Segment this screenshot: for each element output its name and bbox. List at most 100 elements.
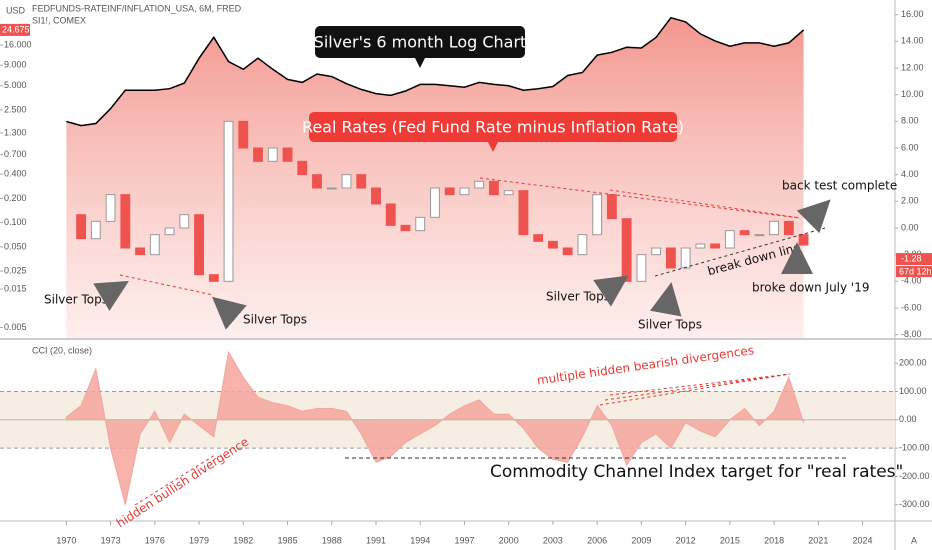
candle: [769, 220, 780, 236]
candle: [754, 234, 765, 237]
x-tick-label: 1979: [189, 535, 209, 545]
candle: [415, 216, 426, 232]
candle: [135, 247, 145, 256]
candle: [194, 214, 204, 276]
candle: [724, 230, 735, 249]
candle: [518, 190, 529, 236]
title: FEDFUNDS-RATEINF/INFLATION_USA, 6M, FRED: [32, 3, 242, 13]
candle: [489, 180, 499, 196]
y2-tick-label: 0.00: [901, 222, 919, 232]
candle: [548, 240, 558, 249]
last-value-badge: [896, 253, 932, 266]
candle: [297, 160, 308, 176]
y-tick-label: 5.000: [4, 80, 27, 90]
last-value-label: 24.675: [2, 24, 30, 34]
candle: [562, 247, 573, 256]
last-value-label: -1.28: [901, 253, 922, 263]
divergence-line: [599, 373, 791, 406]
y2-tick-label: 6.00: [901, 142, 919, 152]
candle: [783, 220, 794, 236]
y-tick-label: -100.00: [899, 442, 930, 452]
candle: [238, 120, 249, 149]
y-tick-label: 100.00: [899, 386, 927, 396]
candle: [341, 174, 352, 189]
subtitle: SI1!, COMEX: [32, 15, 86, 25]
annotation: Silver Tops: [638, 318, 702, 332]
candle: [533, 234, 544, 242]
callout-box: [309, 112, 677, 142]
callout-text: Silver's 6 month Log Chart: [314, 33, 527, 52]
candle: [90, 220, 101, 240]
candle: [503, 190, 514, 196]
x-tick-label: 2009: [631, 535, 651, 545]
y2-tick-label: 2.00: [901, 196, 919, 206]
drawings: [119, 177, 848, 506]
divergence-line: [604, 373, 791, 401]
x-tick-label: 2000: [499, 535, 519, 545]
annotation: broke down July '19: [752, 281, 870, 295]
trend-line: [609, 189, 801, 219]
y-tick-label: 9.000: [4, 60, 27, 70]
candle: [120, 194, 131, 249]
candle: [312, 174, 322, 189]
annotation: Silver Tops: [243, 313, 307, 327]
candle: [606, 194, 617, 220]
corner-label: A: [911, 535, 917, 545]
y-tick-label: 1.300: [4, 127, 27, 137]
callout-text: Real Rates (Fed Fund Rate minus Inflatio…: [302, 118, 684, 137]
last-value-badge: [0, 23, 30, 36]
x-tick-label: 2018: [764, 535, 784, 545]
countdown-badge: [896, 266, 932, 278]
x-tick-label: 1973: [101, 535, 121, 545]
candle: [76, 214, 87, 240]
arrow: [93, 280, 129, 311]
y2-tick-label: -8.00: [901, 329, 922, 339]
candle: [253, 147, 263, 162]
candle: [356, 174, 367, 189]
y-tick-label: -300.00: [899, 499, 930, 509]
x-tick-label: 2024: [853, 535, 873, 545]
y-tick-label: 0.200: [4, 193, 27, 203]
annotation: back test complete: [782, 179, 897, 193]
x-tick-label: 1985: [278, 535, 298, 545]
candle: [798, 234, 809, 246]
candle: [739, 230, 750, 236]
arrows: [93, 199, 831, 330]
arrow: [211, 296, 247, 330]
candle: [400, 224, 411, 232]
candle: [636, 254, 647, 282]
candle: [710, 243, 721, 249]
y2-tick-label: -6.00: [901, 302, 922, 312]
silver-line: [66, 16, 805, 127]
annotation: Silver Tops: [546, 290, 610, 304]
y2-tick-label: 14.00: [901, 36, 924, 46]
callout-pointer: [415, 58, 425, 68]
divergence-line: [609, 373, 791, 396]
arrow: [649, 282, 682, 317]
candle: [651, 247, 662, 256]
candle: [179, 214, 190, 229]
trend-line: [119, 274, 214, 296]
arrow: [796, 199, 831, 234]
y-tick-label: 200.00: [899, 358, 927, 368]
y-tick-label: 0.400: [4, 169, 27, 179]
annotation: Silver Tops: [44, 293, 108, 307]
candle: [326, 187, 337, 190]
y2-tick-label: 12.00: [901, 62, 924, 72]
candle: [474, 180, 485, 189]
candle: [577, 234, 588, 256]
y-tick-label: 16.000: [4, 39, 32, 49]
candle: [267, 147, 278, 162]
x-tick-label: 1988: [322, 535, 342, 545]
candle: [371, 187, 381, 205]
y2-tick-label: 16.00: [901, 9, 924, 19]
y2-tick-label: 10.00: [901, 89, 924, 99]
candle: [459, 187, 470, 196]
arrow: [593, 275, 629, 307]
x-tick-label: 2006: [587, 535, 607, 545]
x-tick-label: 2015: [720, 535, 740, 545]
candle: [223, 120, 234, 282]
y-tick-label: 0.005: [4, 322, 27, 332]
candle: [592, 194, 603, 236]
